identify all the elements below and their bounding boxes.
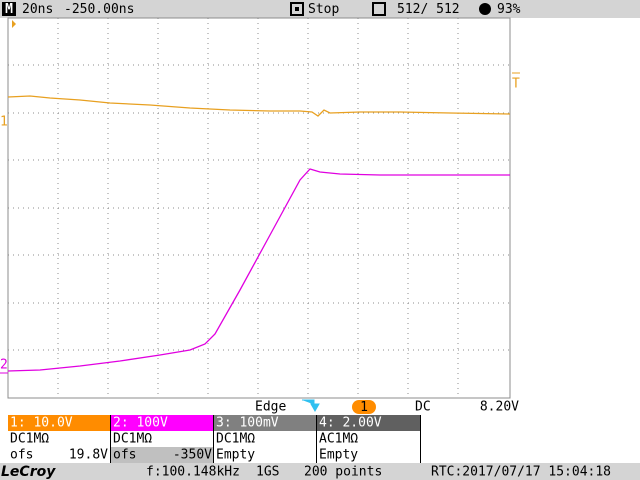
ch4-header: 4: 2.00V bbox=[319, 416, 382, 431]
ch2-header: 2: 100V bbox=[113, 416, 168, 431]
ch3-header: 3: 100mV bbox=[216, 416, 279, 431]
ch3-coupling: DC1MΩ bbox=[216, 432, 255, 447]
ch2-coupling: DC1MΩ bbox=[113, 432, 152, 447]
stop-icon-core bbox=[295, 7, 299, 11]
trigger-mode: Edge bbox=[255, 400, 286, 415]
trigger-edge-icon bbox=[302, 399, 320, 413]
rtc: RTC:2017/07/17 15:04:18 bbox=[431, 465, 611, 480]
points: 200 points bbox=[304, 465, 382, 480]
graticule bbox=[7, 17, 511, 399]
acquisitions: 512/ 512 bbox=[397, 2, 460, 17]
mode-icon-bg bbox=[2, 2, 16, 16]
mode-icon: M bbox=[5, 2, 13, 17]
ch1-coupling: DC1MΩ bbox=[10, 432, 49, 447]
brand: LeCroy bbox=[1, 464, 56, 480]
ch1-trace bbox=[7, 95, 511, 117]
ch1-offset: 19.8V bbox=[69, 448, 108, 463]
ch2-offset-label: ofs bbox=[113, 448, 136, 463]
ch1-marker: 1 bbox=[0, 115, 8, 130]
ch1-offset-label: ofs bbox=[10, 448, 33, 463]
ch1-header: 1: 10.0V bbox=[10, 416, 73, 431]
ch2-offset-bg bbox=[111, 447, 213, 463]
top-bar bbox=[0, 0, 640, 18]
battery-icon bbox=[479, 3, 491, 15]
delay: -250.00ns bbox=[64, 2, 134, 17]
ch4-coupling: AC1MΩ bbox=[319, 432, 358, 447]
stop-icon bbox=[290, 2, 304, 16]
trigger-source: 1 bbox=[360, 400, 368, 415]
acq-icon bbox=[372, 2, 386, 16]
ch2-marker: 2 bbox=[0, 358, 8, 373]
ch2-offset: -350V bbox=[173, 448, 212, 463]
battery: 93% bbox=[497, 2, 521, 17]
trigger-level-marker: T bbox=[512, 77, 520, 92]
ch4-info: Empty bbox=[319, 448, 358, 463]
timebase: 20ns bbox=[22, 2, 53, 17]
status-bar bbox=[0, 463, 640, 480]
trigger-coupling: DC bbox=[415, 400, 431, 415]
trigger-level: 8.20V bbox=[480, 400, 519, 415]
frequency: f:100.148kHz bbox=[146, 465, 240, 480]
ch2-header-bg bbox=[111, 415, 213, 431]
ch3-info: Empty bbox=[216, 448, 255, 463]
run-status: Stop bbox=[308, 2, 339, 17]
ch4-header-bg bbox=[317, 415, 420, 431]
trigger-source-bg bbox=[352, 400, 376, 414]
ch2-trace bbox=[7, 168, 510, 372]
trigger-position-marker bbox=[12, 20, 16, 28]
ch1-header-bg bbox=[8, 415, 110, 431]
ch3-header-bg bbox=[214, 415, 316, 431]
sample-rate: 1GS bbox=[256, 465, 279, 480]
